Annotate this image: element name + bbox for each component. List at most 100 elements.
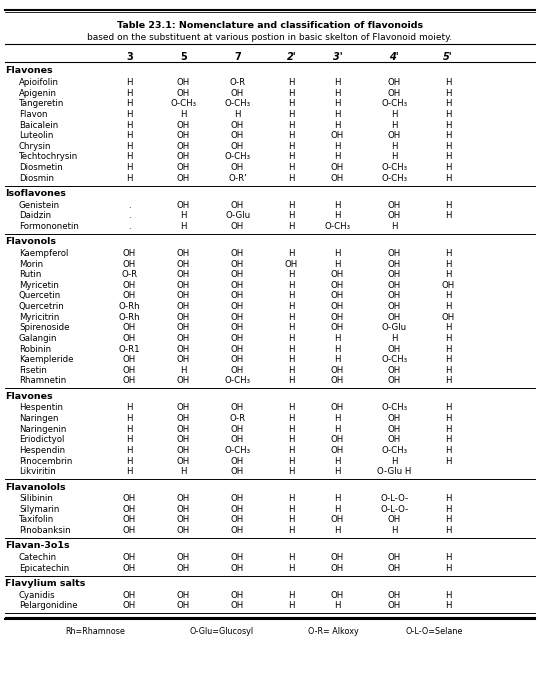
Text: OH: OH (177, 345, 190, 353)
Text: H: H (445, 376, 451, 386)
Text: OH: OH (331, 553, 344, 562)
Text: Isoflavones: Isoflavones (5, 189, 66, 198)
Text: OH: OH (123, 355, 136, 364)
Text: H: H (391, 152, 397, 162)
Text: H: H (445, 505, 451, 514)
Text: H: H (334, 260, 341, 269)
Text: OH: OH (231, 590, 244, 600)
Text: OH: OH (231, 201, 244, 210)
Text: OH: OH (388, 131, 401, 140)
Text: OH: OH (442, 312, 455, 322)
Text: H: H (445, 456, 451, 466)
Text: Quercetin: Quercetin (19, 291, 61, 301)
Text: OH: OH (177, 163, 190, 172)
Text: OH: OH (177, 323, 190, 332)
Text: OH: OH (388, 366, 401, 375)
Text: OH: OH (177, 435, 190, 445)
Text: Myricetin: Myricetin (19, 281, 59, 290)
Text: H: H (126, 142, 133, 151)
Text: OH: OH (331, 131, 344, 140)
Text: OH: OH (388, 515, 401, 525)
Text: Rh=Rhamnose: Rh=Rhamnose (65, 627, 125, 636)
Text: H: H (445, 515, 451, 525)
Text: 7: 7 (234, 52, 241, 62)
Text: O-CH₃: O-CH₃ (325, 222, 350, 231)
Text: OH: OH (388, 78, 401, 87)
Text: Table 23.1: Nomenclature and classification of flavonoids: Table 23.1: Nomenclature and classificat… (117, 21, 423, 29)
Text: OH: OH (177, 334, 190, 343)
Text: Hespendin: Hespendin (19, 446, 65, 455)
Text: H: H (288, 494, 295, 503)
Text: H: H (445, 323, 451, 332)
Text: OH: OH (177, 414, 190, 423)
Text: OH: OH (177, 173, 190, 183)
Text: Myricitrin: Myricitrin (19, 312, 59, 322)
Text: H: H (288, 78, 295, 87)
Text: OH: OH (123, 564, 136, 573)
Text: OH: OH (177, 270, 190, 279)
Text: H: H (288, 121, 295, 129)
Text: H: H (180, 467, 187, 476)
Text: OH: OH (177, 456, 190, 466)
Text: H: H (126, 467, 133, 476)
Text: H: H (445, 163, 451, 172)
Text: OH: OH (388, 376, 401, 386)
Text: OH: OH (177, 526, 190, 535)
Text: H: H (288, 201, 295, 210)
Text: OH: OH (231, 312, 244, 322)
Text: OH: OH (231, 334, 244, 343)
Text: OH: OH (123, 505, 136, 514)
Text: Likviritin: Likviritin (19, 467, 56, 476)
Text: O-CH₃: O-CH₃ (381, 403, 407, 412)
Text: OH: OH (388, 601, 401, 610)
Text: Apioifolin: Apioifolin (19, 78, 59, 87)
Text: H: H (288, 435, 295, 445)
Text: H: H (391, 526, 397, 535)
Text: O-L-O-: O-L-O- (380, 505, 408, 514)
Text: OH: OH (177, 89, 190, 98)
Text: H: H (288, 403, 295, 412)
Text: O-CH₃: O-CH₃ (381, 355, 407, 364)
Text: Pinocembrin: Pinocembrin (19, 456, 72, 466)
Text: .: . (129, 201, 131, 210)
Text: O-R1: O-R1 (119, 345, 140, 353)
Text: OH: OH (231, 564, 244, 573)
Text: H: H (288, 152, 295, 162)
Text: H: H (288, 89, 295, 98)
Text: H: H (334, 211, 341, 221)
Text: Luteolin: Luteolin (19, 131, 53, 140)
Text: H: H (445, 425, 451, 434)
Text: OH: OH (123, 494, 136, 503)
Text: Quercetrin: Quercetrin (19, 302, 65, 311)
Text: H: H (445, 334, 451, 343)
Text: OH: OH (231, 131, 244, 140)
Text: H: H (445, 564, 451, 573)
Text: H: H (445, 142, 451, 151)
Text: H: H (334, 249, 341, 258)
Text: H: H (334, 456, 341, 466)
Text: O-R': O-R' (228, 173, 247, 183)
Text: H: H (180, 110, 187, 119)
Text: OH: OH (123, 366, 136, 375)
Text: OH: OH (331, 291, 344, 301)
Text: OH: OH (331, 366, 344, 375)
Text: OH: OH (388, 201, 401, 210)
Text: Epicatechin: Epicatechin (19, 564, 69, 573)
Text: O-L-O-: O-L-O- (380, 494, 408, 503)
Text: OH: OH (231, 163, 244, 172)
Text: H: H (445, 601, 451, 610)
Text: OH: OH (388, 302, 401, 311)
Text: H: H (126, 446, 133, 455)
Text: H: H (126, 456, 133, 466)
Text: H: H (126, 152, 133, 162)
Text: OH: OH (177, 425, 190, 434)
Text: Spirenoside: Spirenoside (19, 323, 70, 332)
Text: OH: OH (177, 564, 190, 573)
Text: H: H (334, 78, 341, 87)
Text: Flavonols: Flavonols (5, 237, 56, 247)
Text: OH: OH (388, 270, 401, 279)
Text: OH: OH (285, 260, 298, 269)
Text: OH: OH (231, 281, 244, 290)
Text: H: H (288, 302, 295, 311)
Text: H: H (288, 446, 295, 455)
